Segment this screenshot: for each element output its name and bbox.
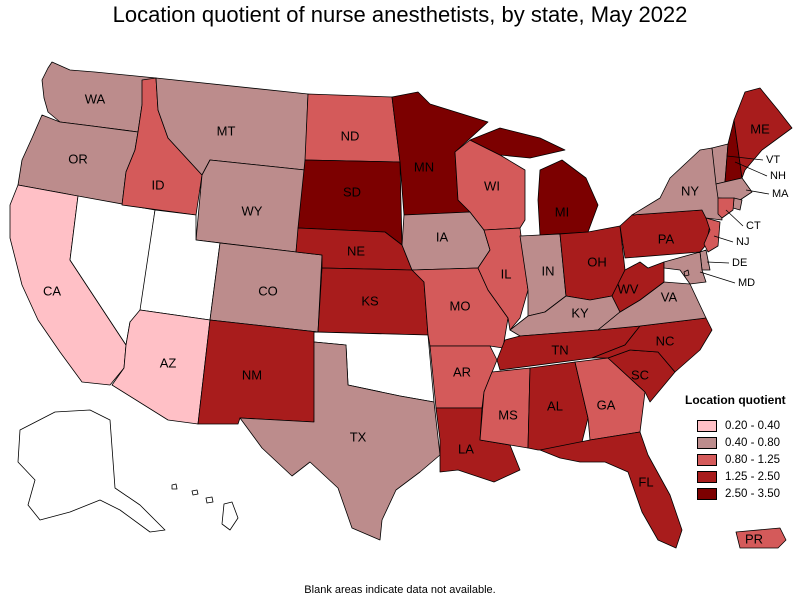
state-label-ne: NE [347, 243, 365, 258]
legend: Location quotient 0.20 - 0.40 0.40 - 0.80… [685, 393, 795, 502]
leader-line-ma [745, 189, 770, 195]
state-ak[interactable] [17, 409, 166, 533]
legend-item: 0.40 - 0.80 [685, 434, 795, 451]
state-label-ny: NY [681, 183, 699, 198]
state-label-ms: MS [498, 407, 518, 422]
state-label-oh: OH [587, 254, 607, 269]
leader-line-nh [734, 161, 768, 177]
state-label-la: LA [458, 441, 474, 456]
leader-line-vt [726, 155, 764, 161]
state-nc[interactable] [591, 317, 713, 373]
state-label-ia: IA [436, 229, 449, 244]
legend-label: 0.40 - 0.80 [725, 436, 780, 449]
footnote: Blank areas indicate data not available. [304, 584, 496, 596]
state-ny[interactable] [631, 147, 723, 221]
state-label-va: VA [661, 289, 678, 304]
state-label-in: IN [542, 263, 555, 278]
legend-item: 2.50 - 3.50 [685, 485, 795, 502]
state-label-il: IL [501, 266, 512, 281]
state-label-co: CO [258, 283, 278, 298]
state-label-wy: WY [242, 203, 263, 218]
state-label-tn: TN [551, 342, 568, 357]
state-me[interactable] [733, 87, 793, 179]
state-label-wi: WI [484, 178, 500, 193]
legend-swatch [697, 453, 717, 466]
state-label-or: OR [68, 151, 88, 166]
state-label-vt: VT [766, 154, 780, 166]
state-label-nj: NJ [736, 236, 749, 248]
state-label-de: DE [732, 257, 747, 269]
state-label-id: ID [152, 177, 165, 192]
legend-swatch [697, 470, 717, 483]
state-ct[interactable] [717, 197, 735, 219]
state-tx[interactable] [239, 341, 441, 541]
state-label-wa: WA [85, 91, 106, 106]
map-title: Location quotient of nurse anesthetists,… [112, 2, 688, 27]
state-label-sd: SD [343, 184, 361, 199]
state-label-pr: PR [745, 531, 763, 546]
state-label-me: ME [750, 121, 770, 136]
state-nj[interactable] [703, 217, 721, 253]
state-mi[interactable] [469, 127, 599, 236]
state-label-ky: KY [571, 305, 589, 320]
state-ma[interactable] [715, 177, 753, 201]
state-md[interactable] [663, 251, 707, 285]
state-label-nd: ND [341, 128, 360, 143]
legend-title: Location quotient [685, 393, 786, 407]
state-dc[interactable] [683, 269, 690, 277]
state-label-pa: PA [658, 231, 675, 246]
legend-label: 2.50 - 3.50 [725, 487, 780, 500]
state-label-mi: MI [555, 204, 569, 219]
leader-line-de [706, 261, 730, 264]
state-label-mn: MN [414, 159, 434, 174]
state-label-ga: GA [597, 397, 616, 412]
state-pr[interactable] [735, 527, 787, 549]
state-hi[interactable] [171, 483, 239, 531]
legend-swatch [697, 487, 717, 500]
legend-label: 0.80 - 1.25 [725, 453, 780, 466]
legend-item: 0.80 - 1.25 [685, 451, 795, 468]
state-label-nm: NM [242, 367, 262, 382]
state-label-nc: NC [656, 333, 675, 348]
state-label-nh: NH [770, 170, 786, 182]
state-label-md: MD [738, 277, 755, 289]
leader-line-ct [725, 209, 744, 227]
state-label-az: AZ [160, 355, 177, 370]
state-label-ar: AR [453, 364, 471, 379]
state-label-wv: WV [618, 281, 639, 296]
legend-label: 1.25 - 2.50 [725, 470, 780, 483]
state-fl[interactable] [539, 431, 683, 549]
state-label-sc: SC [631, 367, 649, 382]
legend-swatch [697, 419, 717, 432]
leader-line-nj [713, 235, 734, 243]
leader-line-md [699, 271, 736, 284]
state-label-al: AL [547, 398, 563, 413]
state-label-fl: FL [638, 474, 653, 489]
state-label-ks: KS [361, 293, 379, 308]
state-label-ma: MA [772, 188, 789, 200]
legend-label: 0.20 - 0.40 [725, 419, 780, 432]
legend-swatch [697, 436, 717, 449]
state-label-mo: MO [450, 298, 471, 313]
state-labels: WA OR CA ID MT WY AZ CO NM ND SD NE KS TX MN IA MO AR LA WI… [43, 91, 789, 546]
state-label-ca: CA [43, 283, 61, 298]
state-label-ct: CT [746, 220, 761, 232]
state-ri[interactable] [732, 197, 743, 211]
state-label-mt: MT [217, 123, 236, 138]
legend-item: 0.20 - 0.40 [685, 417, 795, 434]
state-label-tx: TX [350, 429, 367, 444]
legend-item: 1.25 - 2.50 [685, 468, 795, 485]
